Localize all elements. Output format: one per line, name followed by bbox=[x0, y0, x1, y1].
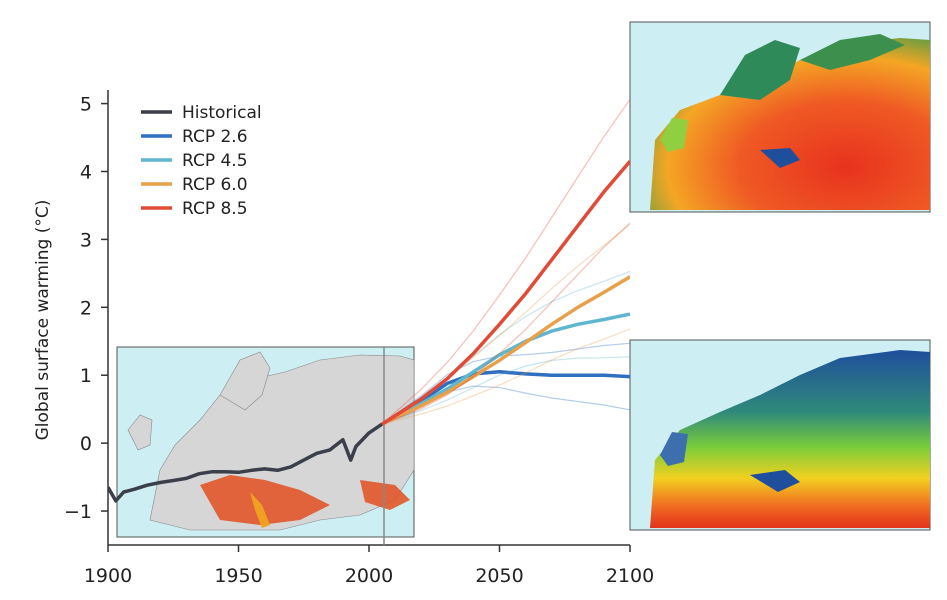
series-line-rcp-6-0 bbox=[381, 275, 630, 426]
y-tick-label: 5 bbox=[80, 94, 92, 116]
series-line-historical bbox=[108, 422, 384, 503]
x-tick-label: 1950 bbox=[214, 565, 262, 587]
inset-map-bottom-right bbox=[629, 339, 931, 531]
legend-label: Historical bbox=[182, 103, 262, 123]
x-tick-label: 2100 bbox=[606, 565, 654, 587]
y-tick-label: −1 bbox=[64, 501, 92, 523]
y-tick-label: 2 bbox=[80, 297, 92, 319]
y-axis-title: Global surface warming (°C) bbox=[33, 200, 53, 441]
x-tick-label: 1900 bbox=[84, 565, 132, 587]
y-tick-label: 3 bbox=[80, 229, 92, 251]
series-spread-line bbox=[381, 328, 630, 425]
x-tick-label: 2000 bbox=[345, 565, 393, 587]
series-line-rcp-4-5 bbox=[381, 312, 630, 426]
y-tick-label: 4 bbox=[80, 161, 92, 183]
y-axis: 5 4 3 2 1 0 −1 bbox=[64, 90, 109, 545]
series-spread-line bbox=[381, 222, 630, 425]
series-layer bbox=[108, 99, 630, 503]
legend-label: RCP 2.6 bbox=[182, 127, 248, 147]
y-tick-label: 1 bbox=[80, 365, 92, 387]
series-spread-line bbox=[381, 99, 630, 425]
legend-label: RCP 6.0 bbox=[182, 175, 248, 195]
inset-map-top-right bbox=[629, 21, 931, 213]
inset-map-present bbox=[116, 346, 415, 538]
series-spread-line bbox=[381, 342, 630, 425]
legend-label: RCP 4.5 bbox=[182, 151, 248, 171]
x-axis: 1900 1950 2000 2050 2100 bbox=[84, 544, 654, 587]
series-spread-line bbox=[381, 356, 630, 425]
legend-label: RCP 8.5 bbox=[182, 199, 248, 219]
series-line-rcp-8-5 bbox=[381, 160, 630, 426]
legend: Historical RCP 2.6 RCP 4.5 RCP 6.0 RCP 8.5 bbox=[141, 103, 262, 219]
series-spread-line bbox=[381, 224, 630, 425]
series-line-rcp-2-6 bbox=[381, 370, 630, 426]
x-tick-label: 2050 bbox=[475, 565, 523, 587]
y-tick-label: 0 bbox=[80, 433, 92, 455]
